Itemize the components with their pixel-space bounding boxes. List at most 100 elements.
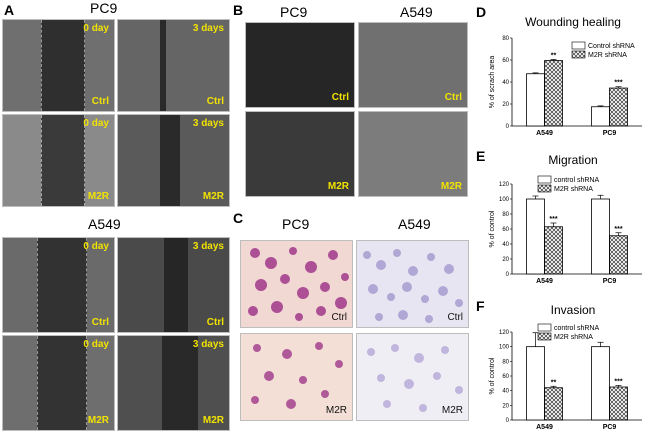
chart-migration: Migration % of control 0 20 40 60 80 100 120 *** A… (489, 153, 642, 285)
transwell-a549-m2r: M2R (358, 111, 468, 197)
stain-cells (248, 247, 349, 321)
y-axis-label: % of control (489, 357, 496, 394)
scratch-a549-ctrl-day0: 0 day Ctrl (2, 237, 115, 333)
stain-a549-m2r: M2R (356, 333, 469, 421)
legend-label: control shRNA (554, 325, 599, 332)
legend-label: M2R shRNA (554, 186, 593, 193)
y-tick-label: 120 (499, 182, 510, 188)
panel-e-letter: E (476, 148, 486, 164)
legend-swatch-m2r (571, 50, 586, 59)
legend-swatch-control (537, 175, 552, 184)
scratch-a549-ctrl-day3: 3 days Ctrl (117, 237, 230, 333)
transwell-pc9-ctrl: Ctrl (245, 22, 355, 108)
panel-c-letter: C (233, 210, 244, 226)
panel-d-letter: D (476, 4, 487, 20)
label-m2r: M2R (440, 181, 462, 192)
y-tick-label: 40 (502, 80, 509, 86)
scratch-pc9-ctrl-day3: 3 days Ctrl (117, 19, 230, 112)
bar-control (591, 346, 610, 421)
chart-title: Invasion (551, 303, 596, 317)
label-day0: 0 day (83, 23, 109, 34)
bar-control (526, 346, 545, 421)
label-m2r: M2R (327, 181, 349, 192)
label-m2r: M2R (87, 191, 109, 202)
significance-mark: ** (551, 52, 557, 59)
bar-m2r (544, 226, 563, 275)
panel-b-col2-title: A549 (400, 4, 433, 20)
panel-c-col1-title: PC9 (282, 216, 310, 232)
label-ctrl: Ctrl (331, 92, 349, 103)
label-ctrl: Ctrl (91, 96, 109, 107)
y-tick-label: 100 (499, 345, 510, 351)
panel-a-pc9-title: PC9 (90, 0, 118, 16)
y-tick-label: 60 (502, 58, 509, 64)
transwell-pc9-m2r: M2R (245, 111, 355, 197)
y-tick-label: 20 (502, 257, 509, 263)
panel-a-letter: A (4, 2, 15, 18)
bar-m2r (609, 235, 628, 275)
y-tick-label: 80 (502, 359, 509, 365)
x-tick-label: A549 (536, 424, 553, 431)
significance-mark: ** (551, 379, 557, 386)
label-m2r: M2R (202, 415, 224, 426)
x-tick-label: A549 (536, 278, 553, 285)
chart-title: Wounding healing (525, 15, 621, 29)
y-tick-label: 120 (499, 330, 510, 336)
y-tick-label: 80 (502, 36, 509, 42)
bar-m2r (609, 87, 628, 127)
scratch-a549-m2r-day0: 0 day M2R (2, 335, 115, 431)
label-ctrl: Ctrl (444, 92, 462, 103)
y-tick-label: 20 (502, 403, 509, 409)
scratch-pc9-m2r-day0: 0 day M2R (2, 114, 115, 207)
label-m2r: M2R (202, 191, 224, 202)
legend-label: control shRNA (554, 177, 599, 184)
panel-b-col1-title: PC9 (280, 4, 308, 20)
bar-control (591, 198, 610, 275)
stain-cells (251, 342, 343, 409)
legend-swatch-m2r (537, 184, 552, 193)
y-axis-label: % of scrach area (489, 56, 496, 109)
label-day3: 3 days (192, 23, 224, 34)
y-tick-label: 40 (502, 242, 509, 248)
chart-title: Migration (548, 153, 597, 167)
x-tick-label: PC9 (603, 130, 617, 137)
label-ctrl: Ctrl (91, 317, 109, 328)
y-tick-label: 60 (502, 227, 509, 233)
stain-pc9-ctrl: Ctrl (240, 240, 353, 328)
y-tick-label: 100 (499, 197, 510, 203)
label-m2r: M2R (87, 415, 109, 426)
label-ctrl: Ctrl (206, 96, 224, 107)
panel-f-letter: F (476, 298, 485, 314)
transwell-a549-ctrl: Ctrl (358, 22, 468, 108)
stain-a549-ctrl: Ctrl (356, 240, 469, 328)
stain-cells (367, 344, 463, 412)
label-day3: 3 days (192, 241, 224, 252)
label-day3: 3 days (192, 339, 224, 350)
label-m2r: M2R (441, 405, 463, 416)
label-day0: 0 day (83, 339, 109, 350)
label-day0: 0 day (83, 118, 109, 129)
label-ctrl: Ctrl (447, 312, 463, 323)
y-tick-label: 40 (502, 389, 509, 395)
legend-swatch-m2r (537, 332, 552, 341)
y-tick-label: 0 (506, 272, 510, 278)
scratch-pc9-ctrl-day0: 0 day Ctrl (2, 19, 115, 112)
y-tick-label: 0 (506, 418, 510, 424)
chart-wound-healing: Wounding healing % of scrach area 0 20 40 60 8… (489, 15, 642, 137)
panel-a-a549-title: A549 (88, 216, 121, 232)
significance-mark: *** (614, 379, 622, 386)
bar-control (526, 73, 545, 127)
bar-m2r (609, 386, 628, 421)
y-tick-label: 60 (502, 374, 509, 380)
bar-control (526, 198, 545, 275)
scratch-pc9-m2r-day3: 3 days M2R (117, 114, 230, 207)
label-day0: 0 day (83, 241, 109, 252)
legend-label: Control shRNA (588, 43, 635, 50)
x-tick-label: PC9 (603, 424, 617, 431)
stain-cells (363, 249, 463, 323)
legend-swatch-control (571, 41, 586, 50)
chart-invasion: Invasion % of control 0 20 40 60 80 100 120 ** A54… (489, 303, 642, 431)
panel-b-letter: B (233, 2, 244, 18)
stain-pc9-m2r: M2R (240, 333, 353, 421)
panel-c-col2-title: A549 (398, 216, 431, 232)
